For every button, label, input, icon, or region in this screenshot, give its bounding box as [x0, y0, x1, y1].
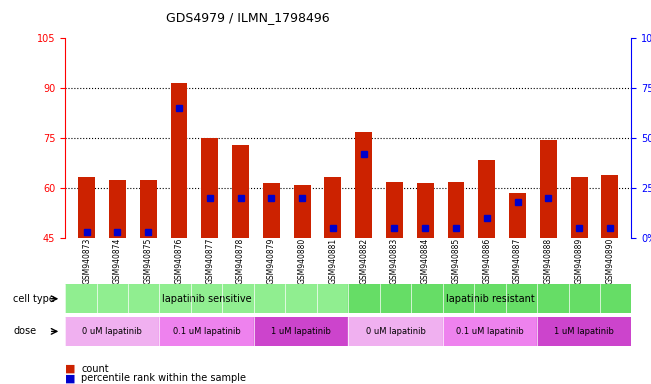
- Bar: [232, 145, 249, 238]
- FancyBboxPatch shape: [65, 317, 159, 346]
- Bar: [294, 185, 311, 238]
- Bar: [571, 177, 588, 238]
- Text: 1 uM lapatinib: 1 uM lapatinib: [271, 327, 331, 336]
- FancyBboxPatch shape: [348, 284, 631, 313]
- Bar: [478, 160, 495, 238]
- Bar: [263, 183, 280, 238]
- Text: GSM940879: GSM940879: [267, 238, 276, 285]
- Text: GSM940885: GSM940885: [452, 238, 460, 284]
- Bar: [447, 182, 464, 238]
- Text: GDS4979 / ILMN_1798496: GDS4979 / ILMN_1798496: [165, 12, 329, 25]
- FancyBboxPatch shape: [159, 317, 254, 346]
- Text: GSM940883: GSM940883: [390, 238, 399, 284]
- Text: GSM940884: GSM940884: [421, 238, 430, 284]
- Text: GSM940887: GSM940887: [513, 238, 522, 284]
- Text: ■: ■: [65, 373, 76, 383]
- Text: GSM940889: GSM940889: [575, 238, 584, 284]
- Text: GSM940877: GSM940877: [205, 238, 214, 285]
- FancyBboxPatch shape: [443, 317, 537, 346]
- Text: 0.1 uM lapatinib: 0.1 uM lapatinib: [173, 327, 241, 336]
- FancyBboxPatch shape: [348, 317, 443, 346]
- Text: GSM940876: GSM940876: [174, 238, 184, 285]
- Bar: [324, 177, 341, 238]
- Text: GSM940875: GSM940875: [144, 238, 153, 285]
- Bar: [417, 183, 434, 238]
- Bar: [386, 182, 403, 238]
- Bar: [171, 83, 187, 238]
- Text: 0 uM lapatinib: 0 uM lapatinib: [83, 327, 142, 336]
- Text: 1 uM lapatinib: 1 uM lapatinib: [555, 327, 614, 336]
- Text: GSM940874: GSM940874: [113, 238, 122, 285]
- Text: lapatinib resistant: lapatinib resistant: [445, 293, 534, 304]
- Text: GSM940873: GSM940873: [82, 238, 91, 285]
- Bar: [201, 138, 218, 238]
- Bar: [140, 180, 157, 238]
- Bar: [540, 140, 557, 238]
- Bar: [109, 180, 126, 238]
- Text: count: count: [81, 364, 109, 374]
- Text: GSM940886: GSM940886: [482, 238, 492, 284]
- Text: 0 uM lapatinib: 0 uM lapatinib: [366, 327, 425, 336]
- Text: cell type: cell type: [13, 293, 55, 304]
- Text: percentile rank within the sample: percentile rank within the sample: [81, 373, 246, 383]
- FancyBboxPatch shape: [537, 317, 631, 346]
- Bar: [78, 177, 95, 238]
- Text: GSM940881: GSM940881: [328, 238, 337, 284]
- FancyBboxPatch shape: [254, 317, 348, 346]
- FancyBboxPatch shape: [65, 284, 348, 313]
- Text: dose: dose: [13, 326, 36, 336]
- Text: ■: ■: [65, 364, 76, 374]
- Text: GSM940880: GSM940880: [298, 238, 307, 284]
- Text: GSM940888: GSM940888: [544, 238, 553, 284]
- Bar: [509, 193, 526, 238]
- Text: GSM940878: GSM940878: [236, 238, 245, 284]
- Text: GSM940890: GSM940890: [605, 238, 615, 285]
- Bar: [602, 175, 618, 238]
- Bar: [355, 132, 372, 238]
- Text: 0.1 uM lapatinib: 0.1 uM lapatinib: [456, 327, 524, 336]
- Text: lapatinib sensitive: lapatinib sensitive: [162, 293, 251, 304]
- Text: GSM940882: GSM940882: [359, 238, 368, 284]
